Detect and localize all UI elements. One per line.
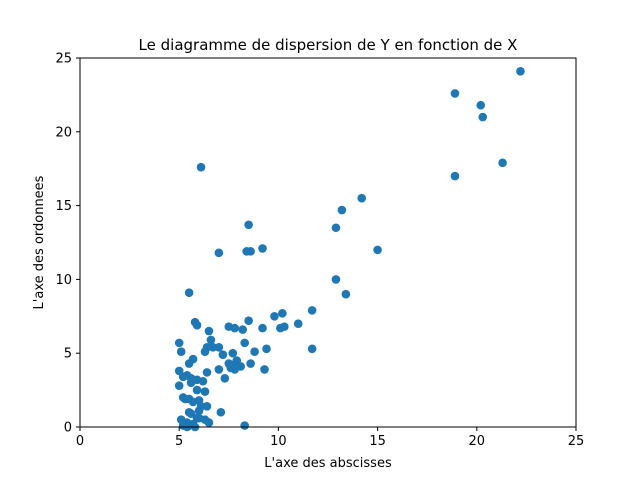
- data-points: [174, 66, 525, 432]
- data-point: [240, 338, 249, 348]
- x-tick-label: 10: [270, 434, 287, 449]
- data-point: [258, 323, 267, 333]
- data-point: [498, 158, 507, 168]
- data-point: [258, 244, 267, 253]
- data-point: [194, 406, 204, 416]
- data-point: [357, 193, 367, 203]
- data-point: [174, 381, 184, 390]
- data-point: [184, 359, 194, 368]
- data-point: [341, 289, 351, 299]
- x-tick-label: 5: [175, 434, 183, 449]
- data-point: [208, 342, 218, 352]
- y-tick-label: 5: [64, 347, 72, 362]
- data-point: [246, 359, 255, 368]
- data-point: [244, 220, 253, 230]
- data-point: [280, 322, 289, 331]
- x-axis-ticks: 0 5 10 15 20 25: [76, 427, 584, 449]
- data-point: [206, 335, 216, 345]
- y-tick-label: 20: [55, 125, 72, 140]
- data-point: [184, 288, 194, 297]
- data-point: [188, 397, 198, 407]
- data-point: [180, 394, 190, 404]
- y-tick-label: 10: [55, 273, 72, 288]
- data-point: [174, 338, 184, 348]
- data-point: [214, 342, 224, 352]
- data-point: [242, 247, 251, 256]
- data-point: [293, 319, 303, 328]
- data-point: [262, 344, 271, 354]
- y-tick-label: 25: [55, 52, 72, 67]
- data-point: [220, 373, 230, 383]
- data-point: [196, 162, 206, 172]
- data-point: [516, 66, 525, 76]
- data-point: [250, 347, 259, 357]
- data-point: [218, 350, 228, 359]
- data-point: [192, 320, 202, 330]
- data-point: [204, 326, 214, 336]
- data-point: [244, 316, 253, 326]
- data-point: [337, 205, 347, 215]
- x-tick-label: 20: [469, 434, 486, 449]
- data-point: [373, 245, 382, 255]
- data-point: [176, 347, 186, 357]
- data-point: [230, 365, 240, 374]
- data-point: [216, 407, 226, 417]
- data-point: [228, 348, 238, 358]
- y-tick-label: 0: [64, 421, 72, 436]
- data-point: [230, 323, 240, 333]
- data-point: [238, 325, 247, 334]
- data-point: [307, 306, 317, 315]
- data-point: [202, 368, 212, 377]
- data-point: [200, 387, 210, 396]
- data-point: [202, 402, 212, 411]
- x-tick-label: 15: [369, 434, 386, 449]
- data-point: [278, 309, 287, 318]
- data-point: [214, 365, 224, 374]
- x-tick-label: 0: [76, 434, 84, 449]
- data-point: [198, 376, 208, 386]
- data-point: [240, 421, 249, 430]
- data-point: [270, 312, 279, 321]
- data-point: [478, 112, 488, 122]
- data-point: [204, 418, 214, 427]
- data-point: [178, 372, 188, 382]
- data-point: [476, 100, 486, 110]
- x-axis-label: L'axe des abscisses: [264, 456, 392, 471]
- data-point: [450, 171, 460, 181]
- data-point: [192, 385, 202, 395]
- data-point: [331, 223, 341, 233]
- data-point: [200, 347, 210, 357]
- data-point: [214, 248, 224, 258]
- data-point: [260, 365, 269, 374]
- x-tick-label: 25: [568, 434, 585, 449]
- data-point: [186, 409, 196, 419]
- y-axis-label: L'axe des ordonnees: [32, 175, 47, 309]
- y-axis-ticks: 0 5 10 15 20 25: [55, 52, 80, 436]
- y-tick-label: 15: [55, 199, 72, 214]
- data-point: [450, 89, 460, 98]
- chart-title: Le diagramme de dispersion de Y en fonct…: [139, 36, 518, 54]
- plot-frame: [79, 57, 577, 428]
- data-point: [331, 275, 341, 284]
- data-point: [307, 344, 317, 354]
- data-point: [186, 378, 196, 388]
